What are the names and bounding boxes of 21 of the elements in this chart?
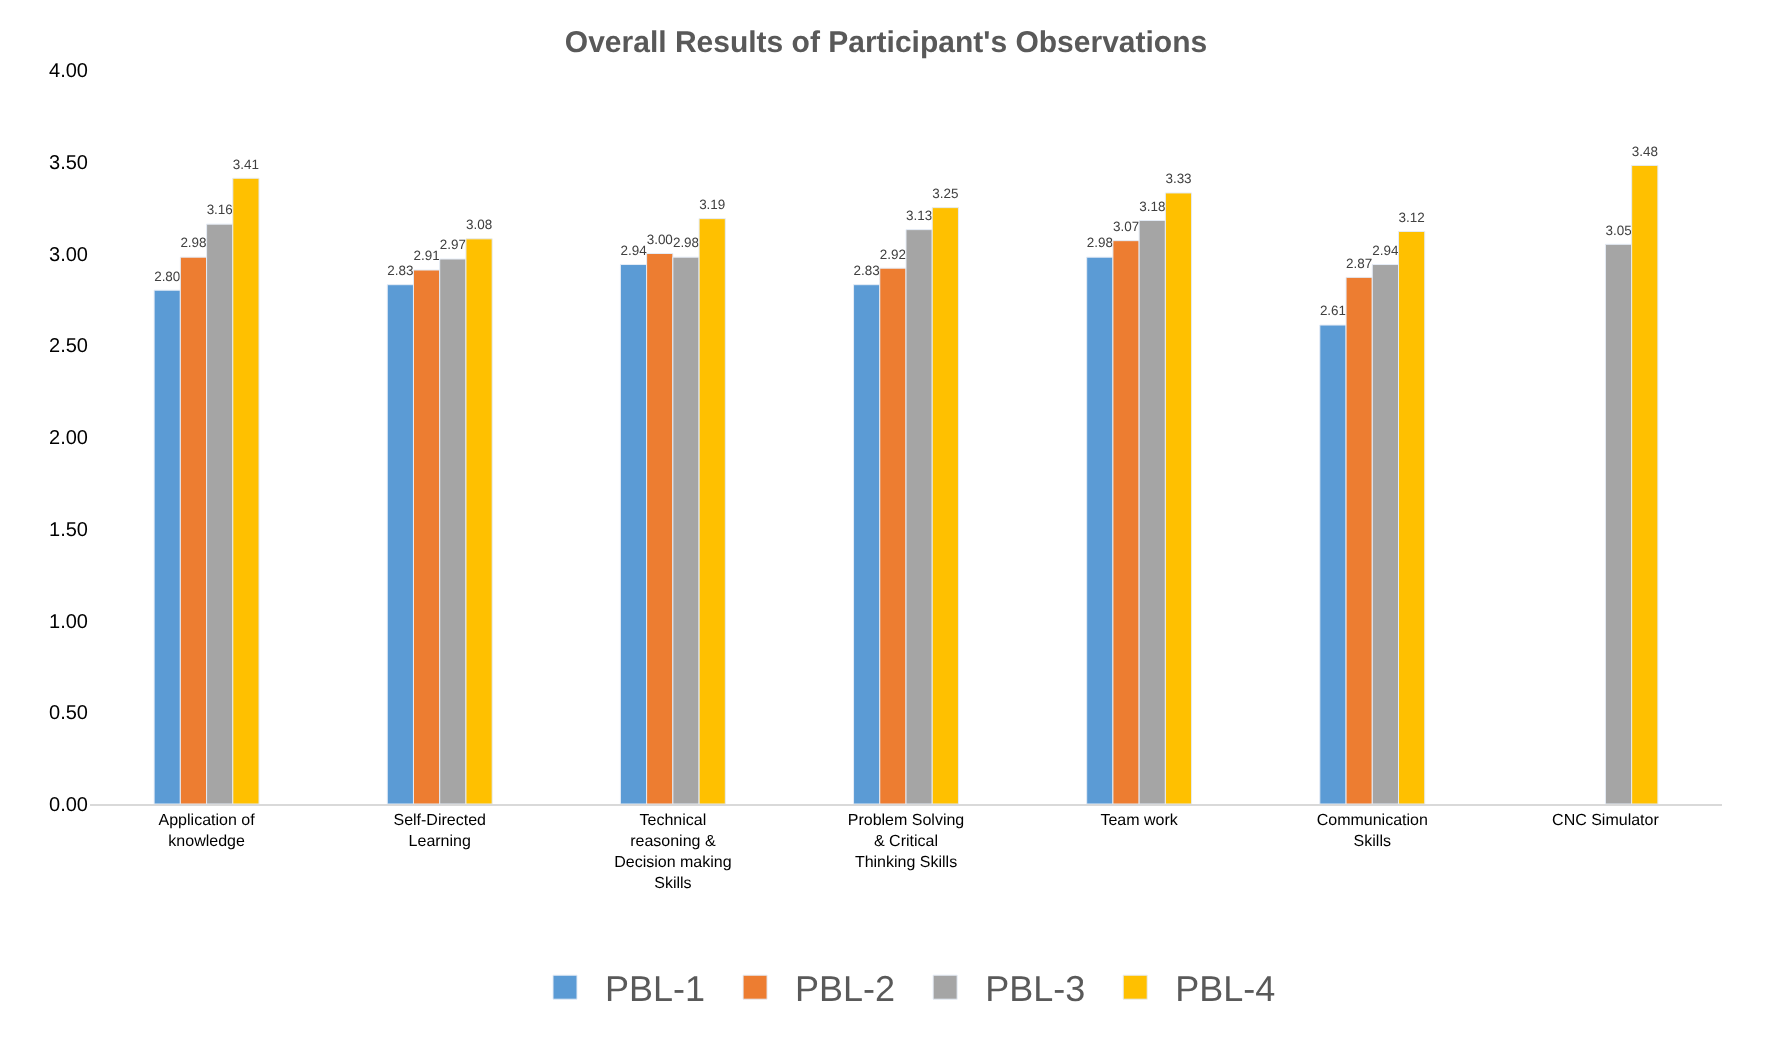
- x-tick-label: Problem Solving & Critical Thinking Skills: [847, 811, 965, 871]
- legend-label: PBL-3: [985, 969, 1086, 1010]
- y-tick-label: 1.50: [49, 519, 89, 542]
- legend-label: PBL-4: [1175, 969, 1276, 1010]
- y-tick-label: 3.50: [49, 152, 89, 175]
- y-tick-label: 1.00: [49, 611, 89, 634]
- y-tick-label: 2.50: [49, 336, 89, 359]
- legend-label: PBL-1: [605, 969, 706, 1010]
- y-tick-label: 2.00: [49, 428, 89, 450]
- y-tick-label: 0.50: [49, 703, 89, 726]
- x-tick-label: Application of knowledge: [158, 811, 257, 850]
- y-tick-label: 4.00: [49, 61, 89, 83]
- legend-label: PBL-2: [795, 969, 896, 1010]
- x-tick-label: Team work: [1100, 811, 1180, 830]
- x-tick-label: CNC Simulator: [1552, 811, 1660, 830]
- x-tick-label: Communication Skills: [1316, 811, 1428, 850]
- y-tick-label: 0.00: [49, 795, 89, 817]
- x-tick-label: Technical reasoning & Decision making Skills: [614, 811, 732, 892]
- x-tick-label: Self-Directed Learning: [393, 811, 486, 850]
- y-tick-label: 3.00: [49, 244, 89, 267]
- chart-title: Overall Results of Participant's Observations: [564, 26, 1208, 61]
